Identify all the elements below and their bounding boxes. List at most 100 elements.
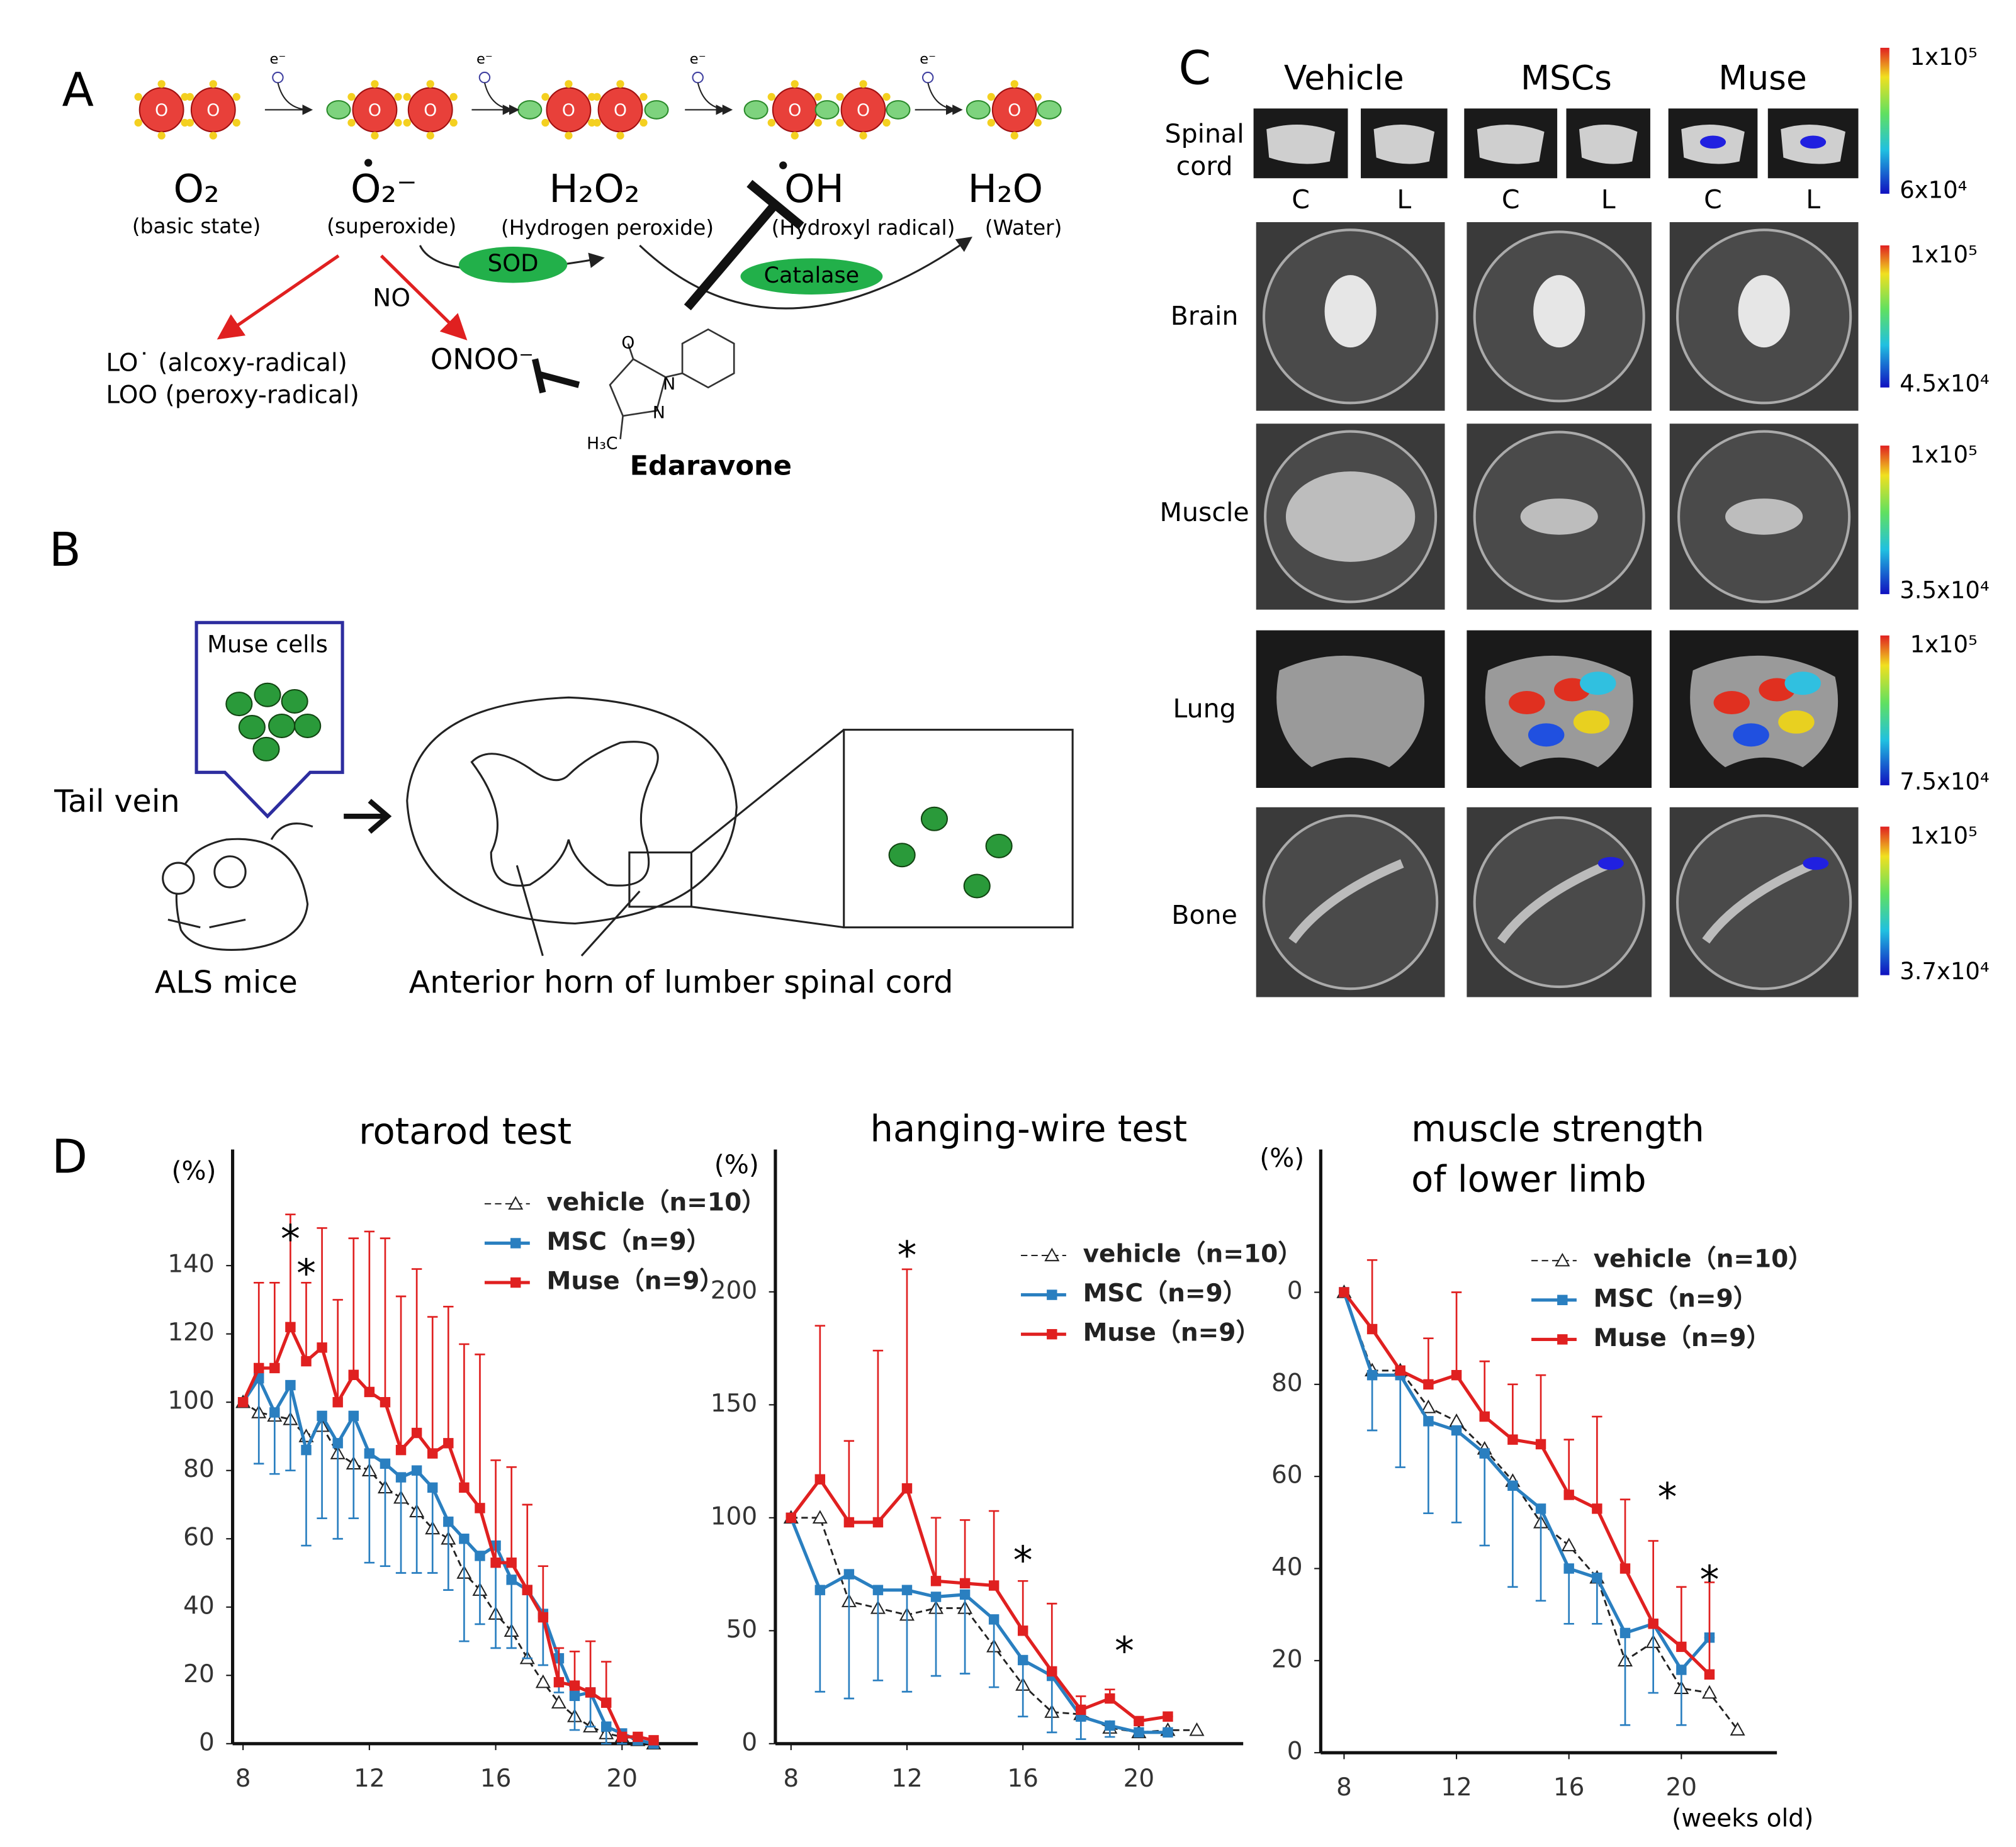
error-bar: [301, 1281, 312, 1362]
error-bar: [843, 1574, 855, 1700]
species-name: (Hydroxyl radical): [772, 216, 955, 240]
atom: O: [368, 101, 381, 120]
error-bar: [506, 1580, 517, 1649]
error-bar: [490, 1459, 501, 1563]
marker: [1730, 1722, 1745, 1736]
scale-min: 4.5x10⁴: [1900, 370, 1989, 397]
error-bar: [930, 1517, 942, 1581]
atom: O: [562, 101, 575, 120]
bone: [1497, 859, 1613, 944]
y-tick-label: 60: [183, 1524, 215, 1552]
hydrogen: [743, 100, 769, 120]
y-tick-label: 50: [726, 1615, 758, 1644]
error-bar: [269, 1412, 280, 1475]
marker: [1619, 1627, 1631, 1639]
label: Anterior horn of lumber spinal cord: [409, 963, 954, 1000]
error-bar: [872, 1590, 884, 1681]
scale-max: 1x10⁵: [1910, 822, 1978, 849]
y-tick-label: 0: [199, 1728, 215, 1756]
signal: [1803, 856, 1829, 870]
marker: [814, 1585, 826, 1595]
column-header: Vehicle: [1284, 58, 1404, 98]
hydrogen: [814, 100, 840, 120]
legend-marker: [510, 1277, 521, 1288]
y-axis-label: (%): [714, 1149, 759, 1179]
marker: [569, 1690, 580, 1702]
y-tick-label: 150: [711, 1389, 757, 1418]
signal: [1580, 671, 1616, 695]
species-name: (basic state): [132, 215, 261, 239]
error-bar: [1423, 1337, 1434, 1384]
chart: rotarod test (%) 0 20 40 60 80 100 120 140 8 12 16 20…: [167, 1111, 766, 1793]
marker: [1421, 1400, 1436, 1413]
y-tick-label: 100: [167, 1387, 214, 1415]
marker: [427, 1482, 438, 1493]
marker: [648, 1735, 659, 1746]
annotation: *: [1700, 1558, 1720, 1603]
electron-dot: [859, 132, 867, 140]
error-bar: [254, 1378, 264, 1465]
atom: N: [653, 403, 665, 422]
marker: [812, 1510, 828, 1524]
y-tick-label: 80: [183, 1455, 215, 1483]
brain: [1324, 275, 1377, 348]
scale-max: 1x10⁵: [1910, 241, 1978, 268]
error-bar: [332, 1443, 343, 1540]
enzyme-label: SOD: [488, 250, 539, 277]
error-bar: [411, 1470, 422, 1574]
arrow: [697, 82, 733, 115]
marker: [1535, 1439, 1546, 1450]
error-bar: [380, 1463, 391, 1567]
tissue: [1373, 124, 1435, 164]
electron-dot: [371, 132, 379, 140]
annotation: *: [281, 1216, 300, 1262]
electron: [921, 71, 934, 84]
error-bar: [569, 1650, 580, 1686]
electron-dot: [565, 80, 573, 88]
error-bar: [1479, 1360, 1490, 1417]
error-bar: [1619, 1632, 1631, 1726]
marker: [988, 1614, 1000, 1625]
electron-dot: [134, 93, 142, 101]
marker: [1339, 1287, 1349, 1298]
electron-dot: [371, 80, 379, 88]
color-bar: [1880, 635, 1889, 785]
electron-dot: [134, 118, 142, 127]
row-label: Muscle: [1160, 497, 1249, 527]
marker: [1451, 1425, 1462, 1436]
error-bar: [380, 1237, 391, 1403]
label: Muse cells: [207, 631, 328, 658]
error-bar: [1563, 1439, 1574, 1495]
segment-label: L: [1397, 184, 1411, 215]
arrow: [927, 82, 963, 115]
muscle: [1520, 498, 1598, 535]
tissue: [1266, 124, 1335, 164]
marker: [959, 1578, 971, 1589]
signal: [1597, 856, 1624, 870]
error-bar: [395, 1295, 407, 1451]
hydrogen: [517, 100, 543, 120]
tissue: [1579, 124, 1638, 164]
label: ALS mice: [155, 963, 298, 1000]
lung: [1485, 655, 1633, 768]
error-bar: [317, 1227, 327, 1348]
segment-label: L: [1806, 184, 1820, 215]
scale-min: 3.5x10⁴: [1900, 577, 1989, 604]
marker: [1704, 1669, 1715, 1680]
marker: [843, 1517, 855, 1528]
hydrogen: [966, 100, 991, 120]
legend-marker: [1557, 1294, 1568, 1305]
legend-marker: [1047, 1328, 1057, 1340]
marker: [872, 1585, 884, 1595]
species-name: (Water): [985, 216, 1062, 240]
species-name: (Hydrogen peroxide): [501, 216, 714, 240]
marker: [1076, 1704, 1086, 1715]
hydrogen: [644, 100, 669, 120]
annotation: *: [1013, 1538, 1033, 1583]
marker: [1163, 1727, 1173, 1738]
error-bar: [395, 1477, 407, 1574]
marker: [443, 1516, 454, 1527]
chart-title: muscle strength: [1411, 1108, 1704, 1150]
electron-dot: [403, 93, 411, 101]
